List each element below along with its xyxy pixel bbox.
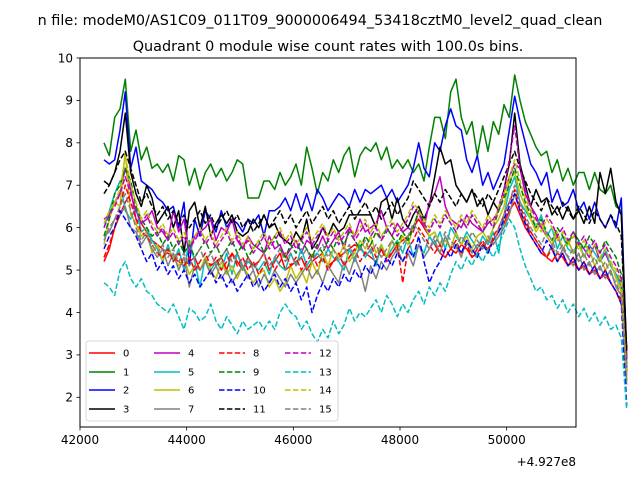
plot-frame bbox=[79, 57, 577, 428]
series-line-15 bbox=[103, 184, 628, 381]
x-offset-label: +4.927e8 bbox=[517, 455, 576, 469]
legend-label-7: 7 bbox=[188, 405, 194, 416]
legend-box bbox=[85, 340, 339, 422]
legend-label-12: 12 bbox=[319, 349, 332, 360]
legend-label-14: 14 bbox=[319, 386, 332, 397]
series-line-14 bbox=[103, 154, 628, 377]
series-line-5 bbox=[103, 176, 628, 381]
y-tick-label: 9 bbox=[65, 94, 73, 108]
x-tick-label: 46000 bbox=[274, 433, 312, 447]
legend-label-4: 4 bbox=[188, 349, 194, 360]
y-tick-label: 6 bbox=[65, 221, 73, 235]
legend-label-10: 10 bbox=[253, 386, 266, 397]
x-tick-label: 48000 bbox=[381, 433, 419, 447]
y-axis: 2 3 4 5 6 7 8 9 10 bbox=[58, 51, 80, 405]
legend-label-15: 15 bbox=[319, 405, 332, 416]
series-line-3 bbox=[103, 112, 628, 351]
legend-label-13: 13 bbox=[319, 368, 332, 379]
chart-suptitle: n file: modeM0/AS1C09_011T09_9000006494_… bbox=[38, 13, 603, 29]
series-line-12 bbox=[103, 125, 628, 372]
y-tick-label: 7 bbox=[65, 179, 73, 193]
x-tick-label: 42000 bbox=[61, 433, 99, 447]
legend-label-1: 1 bbox=[123, 368, 129, 379]
series-line-8 bbox=[103, 184, 628, 355]
y-tick-label: 5 bbox=[65, 263, 73, 277]
legend-label-11: 11 bbox=[253, 405, 266, 416]
legend-label-5: 5 bbox=[188, 368, 194, 379]
y-tick-label: 3 bbox=[65, 348, 73, 362]
series-line-13 bbox=[103, 218, 628, 411]
y-tick-label: 10 bbox=[58, 51, 73, 65]
x-tick-label: 44000 bbox=[168, 433, 206, 447]
series-line-9 bbox=[103, 167, 628, 368]
x-axis: 42000 44000 46000 48000 50000 bbox=[61, 427, 526, 447]
y-tick-label: 2 bbox=[65, 391, 73, 405]
legend-label-8: 8 bbox=[253, 349, 259, 360]
legend-label-9: 9 bbox=[253, 368, 259, 379]
y-tick-label: 4 bbox=[65, 306, 73, 320]
chart-title: Quadrant 0 module wise count rates with … bbox=[133, 39, 524, 55]
legend-label-0: 0 bbox=[123, 349, 129, 360]
legend-label-3: 3 bbox=[123, 405, 129, 416]
y-tick-label: 8 bbox=[65, 136, 73, 150]
legend-label-2: 2 bbox=[123, 386, 129, 397]
legend-label-6: 6 bbox=[188, 386, 194, 397]
series-line-1 bbox=[103, 74, 628, 372]
series-line-10 bbox=[103, 192, 628, 406]
series-layer bbox=[103, 74, 628, 411]
series-line-2 bbox=[103, 91, 628, 360]
series-line-11 bbox=[103, 150, 628, 351]
x-tick-label: 50000 bbox=[488, 433, 526, 447]
